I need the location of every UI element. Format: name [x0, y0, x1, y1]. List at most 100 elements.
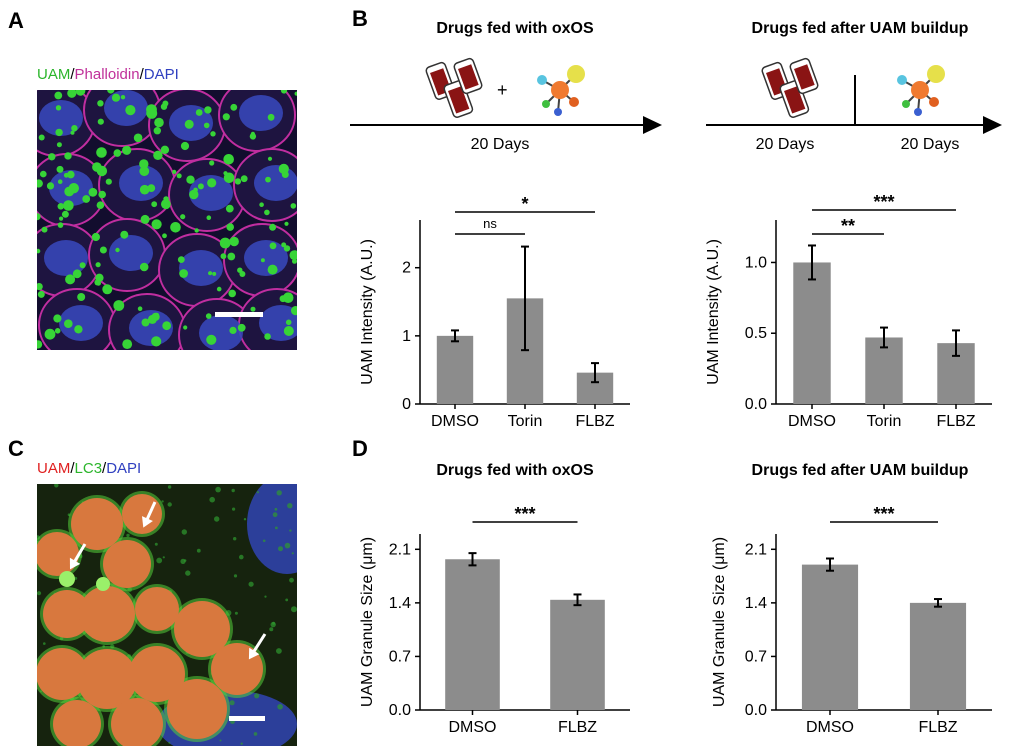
lc3-puncta — [233, 537, 237, 541]
uam-granule — [209, 160, 215, 166]
uam-granule — [180, 141, 190, 151]
uam-granule — [37, 648, 88, 700]
uam-granule — [99, 246, 107, 254]
y-tick-label: 2 — [402, 260, 411, 277]
uam-granule — [37, 179, 43, 188]
uam-granule — [41, 226, 48, 233]
uam-granule — [97, 100, 104, 107]
cell-nucleus — [254, 165, 297, 201]
y-tick-label: 1.4 — [389, 595, 411, 612]
uam-granule — [57, 203, 65, 210]
lc3-puncta — [37, 591, 42, 596]
uam-granule — [285, 319, 292, 326]
uam-granule — [229, 326, 237, 334]
lc3-puncta — [275, 526, 278, 530]
uam-granule — [139, 166, 150, 177]
uam-granule — [197, 183, 204, 190]
uam-granule — [67, 170, 75, 179]
arrow-head-icon — [69, 557, 81, 570]
uam-granule — [249, 133, 257, 140]
uam-granule — [162, 201, 171, 210]
uam-granule — [206, 334, 217, 345]
oxos-tubes-icon-right — [761, 57, 819, 118]
stain-label-part: DAPI — [143, 66, 179, 83]
uam-granule — [283, 326, 294, 336]
uam-granule — [64, 152, 72, 160]
uam-granule — [107, 90, 115, 94]
uam-granule — [194, 228, 199, 233]
uam-granule — [195, 109, 203, 116]
uam-granule — [216, 286, 222, 292]
uam-granule — [54, 91, 63, 100]
uam-granule — [267, 264, 278, 275]
cell-nucleus — [44, 240, 88, 276]
y-tick-label: 1 — [402, 328, 411, 345]
uam-granule — [122, 494, 162, 534]
uam-granule — [79, 262, 86, 269]
uam-granule — [292, 258, 297, 264]
uam-granule — [56, 142, 62, 148]
panel-b-left-heading: Drugs fed with oxOS — [436, 20, 594, 37]
uam-granule — [53, 314, 62, 323]
x-tick-label: DMSO — [788, 413, 836, 430]
x-tick-label: FLBZ — [936, 413, 975, 430]
uam-granule — [96, 147, 107, 158]
uam-granule — [135, 587, 179, 631]
uam-granule — [67, 90, 77, 98]
uam-granule — [189, 189, 199, 200]
uam-granule — [291, 306, 297, 316]
uam-granule — [205, 313, 212, 319]
uam-granule — [240, 175, 248, 183]
lc3-puncta — [287, 503, 293, 509]
uam-granule — [122, 339, 133, 349]
lc3-bright-spot — [59, 571, 75, 587]
lc3-puncta — [126, 533, 130, 538]
uam-granule — [153, 127, 161, 135]
uam-granule — [70, 130, 75, 135]
uam-granule — [284, 221, 289, 226]
micrograph-c — [37, 484, 297, 746]
lc3-puncta — [256, 491, 259, 494]
lc3-puncta — [291, 552, 294, 555]
uam-granule — [172, 169, 177, 174]
uam-granule — [267, 156, 273, 161]
lc3-bright-spot — [96, 577, 110, 591]
scale-bar — [215, 312, 263, 317]
lc3-puncta — [43, 642, 46, 645]
lc3-puncta — [270, 621, 276, 628]
x-tick-label: FLBZ — [558, 719, 597, 736]
uam-granule — [54, 328, 61, 334]
uam-granule — [59, 216, 64, 221]
significance-label: *** — [873, 504, 894, 524]
uam-granule — [203, 122, 210, 129]
y-tick-label: 0.0 — [389, 702, 411, 719]
stain-label-part: / — [70, 460, 75, 477]
cell-nucleus — [244, 240, 288, 276]
uam-granule — [154, 117, 164, 128]
chart-b-left: 0 1 2 UAM Intensity (A.U.) DMSO Torin FLBZ ns * — [359, 194, 630, 430]
lc3-puncta — [278, 546, 283, 552]
lc3-puncta — [167, 502, 172, 507]
uam-granule — [219, 237, 231, 249]
uam-granule — [259, 202, 264, 207]
uam-granule — [57, 222, 64, 228]
uam-granule — [120, 95, 126, 100]
panel-label-a: A — [8, 8, 24, 33]
panel-d-right-heading: Drugs fed after UAM buildup — [751, 462, 969, 479]
bar-flbz — [550, 599, 605, 710]
panel-label-b: B — [352, 6, 368, 31]
x-tick-label: Torin — [508, 413, 543, 430]
uam-granule — [162, 321, 172, 331]
timeline-right-arrowhead — [983, 116, 1002, 134]
uam-granule — [77, 649, 137, 709]
uam-granule — [37, 248, 41, 254]
uam-granule — [147, 314, 157, 324]
uam-granule — [265, 176, 271, 183]
lc3-puncta — [234, 611, 238, 615]
uam-granule — [102, 284, 113, 295]
uam-granule — [151, 219, 162, 230]
uam-granule — [139, 159, 149, 169]
uam-granule — [57, 179, 63, 184]
panel-c-stain-label: UAM/LC3/DAPI — [37, 460, 141, 477]
uam-granule — [120, 230, 129, 239]
